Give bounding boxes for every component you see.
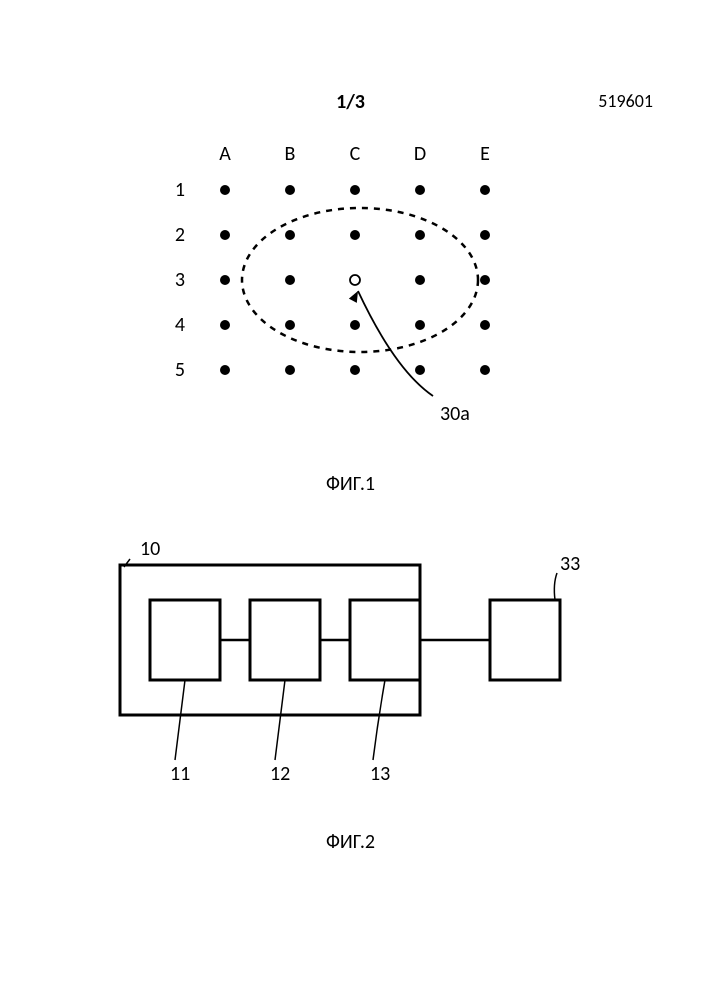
svg-text:33: 33 xyxy=(560,552,580,576)
svg-text:4: 4 xyxy=(175,313,185,337)
fig2-caption: ФИГ.2 xyxy=(0,830,701,854)
svg-text:3: 3 xyxy=(175,268,185,292)
svg-text:C: C xyxy=(350,142,361,166)
svg-text:1: 1 xyxy=(175,178,185,202)
svg-text:10: 10 xyxy=(140,537,160,561)
svg-text:30a: 30a xyxy=(440,402,470,426)
svg-text:5: 5 xyxy=(175,358,185,382)
fig1-caption: ФИГ.1 xyxy=(0,472,701,496)
svg-text:B: B xyxy=(285,142,296,166)
page: { "page_header": "1/3", "corner_number":… xyxy=(0,0,701,999)
svg-text:E: E xyxy=(480,142,490,166)
svg-text:A: A xyxy=(219,142,231,166)
svg-text:11: 11 xyxy=(170,762,190,786)
svg-text:13: 13 xyxy=(370,762,390,786)
svg-text:D: D xyxy=(414,142,426,166)
svg-text:2: 2 xyxy=(175,223,185,247)
svg-text:12: 12 xyxy=(270,762,290,786)
